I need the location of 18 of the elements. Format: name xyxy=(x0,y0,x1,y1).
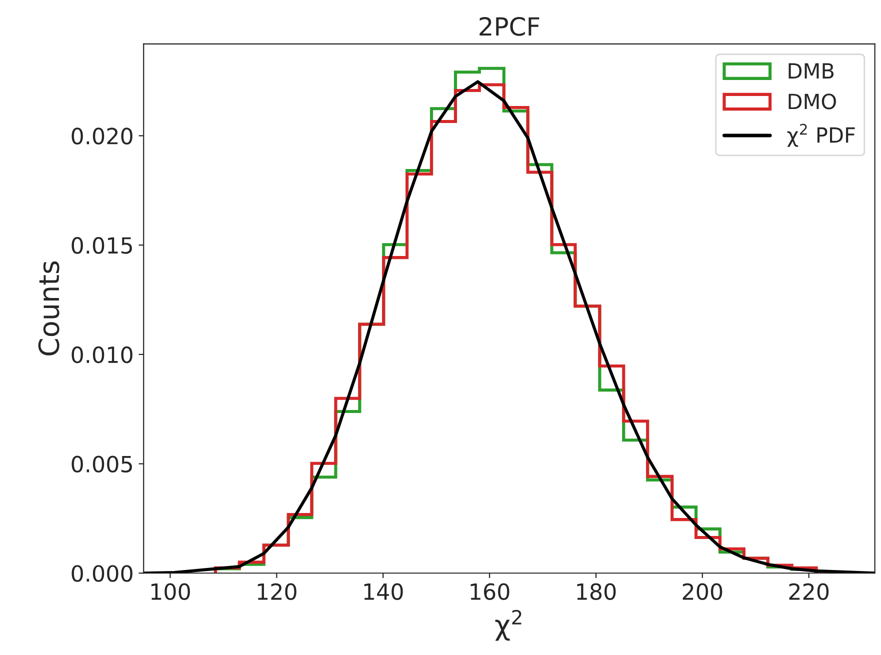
legend-label: DMB xyxy=(788,63,834,78)
y-tick-label: 0.005 xyxy=(72,456,132,473)
x-tick-label: 200 xyxy=(682,583,722,600)
x-axis-title: χ$^{2}$ xyxy=(495,610,522,641)
x-tick-label: 180 xyxy=(577,583,616,600)
y-axis-title: Counts xyxy=(38,261,60,356)
legend-label: χ$^{2}$ PDF xyxy=(787,124,855,147)
legend-label: DMO xyxy=(788,94,836,110)
y-tick-label: 0.000 xyxy=(72,565,132,582)
y-tick-label: 0.010 xyxy=(72,346,132,364)
x-tick-label: 140 xyxy=(364,583,403,600)
x-tick-label: 100 xyxy=(151,583,190,600)
x-tick-label: 220 xyxy=(789,583,829,600)
y-tick-label: 0.015 xyxy=(72,237,132,254)
chart-title: 2PCF xyxy=(480,16,540,36)
y-tick-label: 0.020 xyxy=(72,128,132,144)
x-tick-label: 120 xyxy=(258,583,296,600)
x-tick-label: 160 xyxy=(470,583,510,600)
